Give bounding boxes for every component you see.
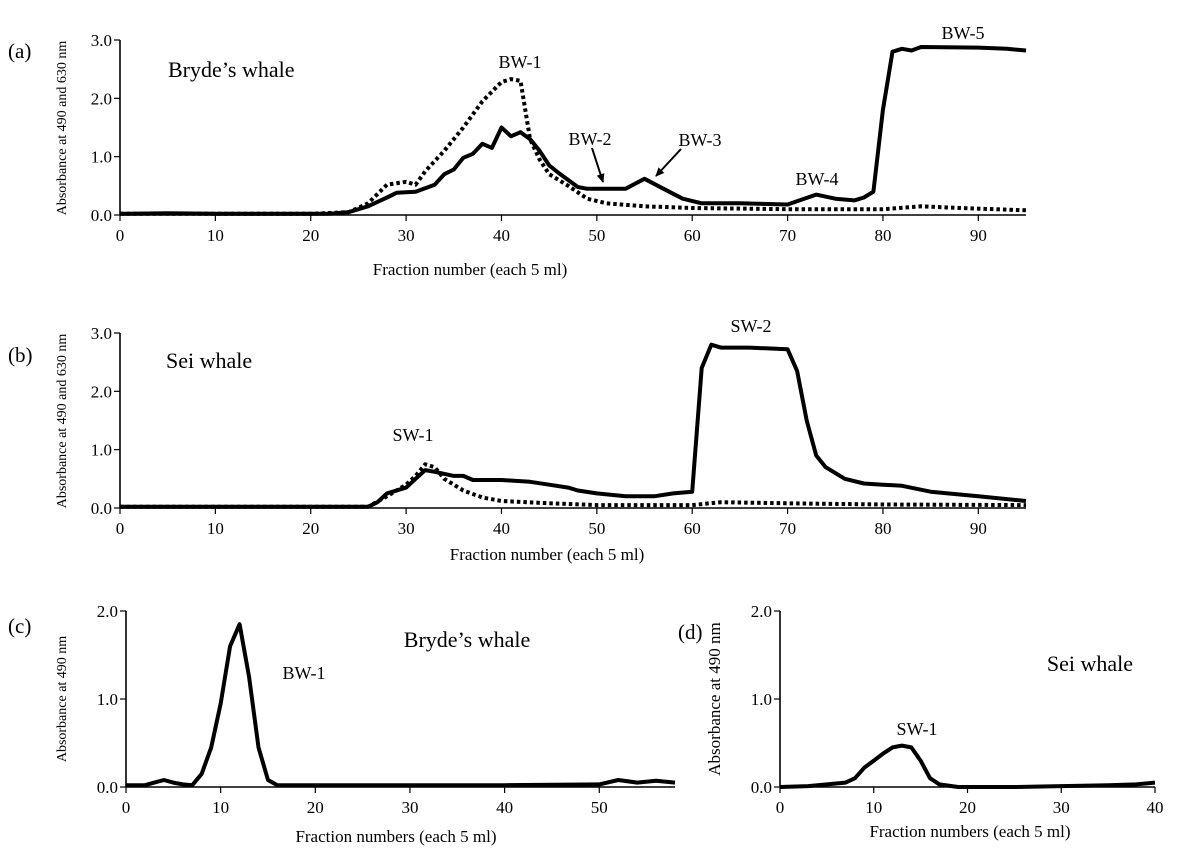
chart-panel: 0 10 20 30 40 50 0.0 1.0 2.0 (c) Bryde’s whale Frac…	[8, 602, 676, 846]
x-tick-label: 40	[1147, 798, 1164, 817]
x-tick-label: 10	[865, 798, 882, 817]
y-tick-label: 3.0	[91, 31, 112, 50]
peak-label: BW-2	[569, 129, 612, 149]
panel-label: (c)	[8, 614, 31, 638]
chart-panel: 0 10 20 30 40 0.0 1.0 2.0 (d) Sei whale Fraction n…	[678, 602, 1164, 841]
chart-panel: 0 10 20 30 40 50 60 70 80 90 0.0 1.0 2.0 3.0 (a) Bryde’…	[8, 23, 1027, 279]
peak-label: BW-5	[942, 23, 985, 43]
series-line-solid	[126, 622, 676, 788]
y-tick-label: 1.0	[97, 690, 118, 709]
x-tick-label: 40	[496, 798, 513, 817]
x-axis-label: Fraction number (each 5 ml)	[373, 260, 568, 279]
panel-label: (d)	[678, 620, 703, 644]
x-tick-label: 10	[207, 519, 224, 538]
series-line-dotted	[120, 462, 1027, 509]
y-axis-label: Absorbance at 490 and 630 nm	[55, 41, 70, 216]
chart-title: Bryde’s whale	[168, 57, 294, 82]
chart-title: Bryde’s whale	[404, 627, 530, 652]
y-tick-label: 0.0	[91, 206, 112, 225]
x-tick-label: 60	[684, 519, 701, 538]
series-line-solid	[779, 743, 1156, 789]
x-tick-label: 50	[591, 798, 608, 817]
x-tick-label: 50	[588, 226, 605, 245]
x-axis-label: Fraction numbers (each 5 ml)	[869, 822, 1070, 841]
y-tick-label: 3.0	[91, 324, 112, 343]
y-tick-label: 2.0	[97, 602, 118, 621]
x-tick-label: 90	[970, 226, 987, 245]
y-tick-label: 2.0	[91, 89, 112, 108]
peak-label: SW-1	[896, 719, 937, 739]
peak-label: BW-4	[796, 169, 839, 189]
peak-arrow	[591, 147, 605, 183]
x-tick-label: 80	[874, 519, 891, 538]
peak-label: BW-1	[499, 52, 542, 72]
x-tick-label: 50	[588, 519, 605, 538]
chart-panel: 0 10 20 30 40 50 60 70 80 90 0.0 1.0 2.0 3.0 (b) Sei wh…	[8, 316, 1027, 564]
series-line-solid	[119, 45, 1027, 216]
x-tick-label: 40	[493, 519, 510, 538]
panel-label: (b)	[8, 343, 33, 367]
x-tick-label: 10	[207, 226, 224, 245]
x-tick-label: 0	[122, 798, 131, 817]
panel-label: (a)	[8, 39, 31, 63]
y-tick-label: 0.0	[97, 778, 118, 797]
x-tick-label: 40	[493, 226, 510, 245]
series-line-solid	[120, 342, 1027, 509]
y-axis-label: Absorbance at 490 nm	[55, 636, 70, 762]
chart-title: Sei whale	[1047, 651, 1133, 676]
chart-title: Sei whale	[166, 348, 252, 373]
y-tick-label: 1.0	[751, 690, 772, 709]
x-tick-label: 0	[776, 798, 785, 817]
x-tick-label: 30	[398, 226, 415, 245]
y-tick-label: 2.0	[91, 382, 112, 401]
x-tick-label: 20	[959, 798, 976, 817]
x-tick-label: 20	[307, 798, 324, 817]
x-tick-label: 30	[401, 798, 418, 817]
x-tick-label: 70	[779, 226, 796, 245]
x-axis-label: Fraction number (each 5 ml)	[450, 545, 645, 564]
x-tick-label: 0	[116, 519, 125, 538]
peak-label: SW-2	[730, 316, 771, 336]
x-tick-label: 30	[1053, 798, 1070, 817]
y-axis-label: Absorbance at 490 nm	[705, 622, 724, 775]
peak-label: SW-1	[392, 425, 433, 445]
x-tick-label: 60	[684, 226, 701, 245]
y-tick-label: 1.0	[91, 441, 112, 460]
x-tick-label: 90	[970, 519, 987, 538]
x-tick-label: 20	[302, 519, 319, 538]
peak-label: BW-1	[283, 663, 326, 683]
x-tick-label: 0	[116, 226, 125, 245]
peak-label: BW-3	[679, 130, 722, 150]
x-tick-label: 20	[302, 226, 319, 245]
y-tick-label: 1.0	[91, 148, 112, 167]
x-axis-label: Fraction numbers (each 5 ml)	[295, 827, 496, 846]
x-tick-label: 80	[874, 226, 891, 245]
x-tick-label: 70	[779, 519, 796, 538]
y-tick-label: 0.0	[751, 778, 772, 797]
x-tick-label: 10	[212, 798, 229, 817]
peak-arrow	[655, 148, 682, 177]
x-tick-label: 30	[398, 519, 415, 538]
y-tick-label: 0.0	[91, 499, 112, 518]
y-axis-label: Absorbance at 490 and 630 nm	[55, 334, 70, 509]
y-tick-label: 2.0	[751, 602, 772, 621]
series-line-dotted	[120, 77, 1027, 216]
